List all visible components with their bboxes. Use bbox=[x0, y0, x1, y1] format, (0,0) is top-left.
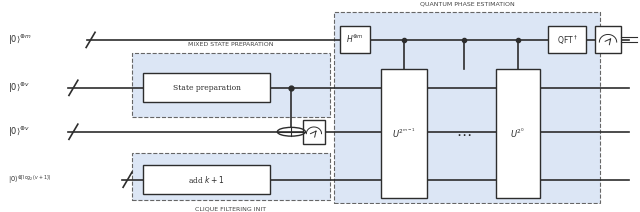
FancyBboxPatch shape bbox=[143, 165, 270, 194]
Text: $|0\rangle^{\otimes v}$: $|0\rangle^{\otimes v}$ bbox=[8, 81, 29, 95]
Text: add $k+1$: add $k+1$ bbox=[188, 174, 225, 185]
Text: QUANTUM PHASE ESTIMATION: QUANTUM PHASE ESTIMATION bbox=[420, 2, 515, 7]
Text: $H^{\otimes m}$: $H^{\otimes m}$ bbox=[346, 34, 364, 46]
Text: $|0\rangle^{\otimes \lceil\log_2(v+1)\rceil}$: $|0\rangle^{\otimes \lceil\log_2(v+1)\rc… bbox=[8, 173, 51, 186]
Text: $|0\rangle^{\otimes m}$: $|0\rangle^{\otimes m}$ bbox=[8, 33, 31, 47]
Text: $U^{2^0}$: $U^{2^0}$ bbox=[510, 127, 525, 140]
FancyBboxPatch shape bbox=[381, 70, 427, 198]
FancyBboxPatch shape bbox=[132, 153, 330, 200]
FancyBboxPatch shape bbox=[334, 12, 600, 203]
Text: MIXED STATE PREPARATION: MIXED STATE PREPARATION bbox=[188, 42, 273, 47]
FancyBboxPatch shape bbox=[132, 53, 330, 117]
FancyBboxPatch shape bbox=[143, 73, 270, 102]
FancyBboxPatch shape bbox=[496, 70, 540, 198]
FancyBboxPatch shape bbox=[303, 120, 325, 144]
FancyBboxPatch shape bbox=[595, 26, 621, 53]
Text: $U^{2^{m-1}}$: $U^{2^{m-1}}$ bbox=[392, 127, 416, 140]
Text: $\cdots$: $\cdots$ bbox=[456, 127, 472, 141]
Text: $|0\rangle^{\otimes v}$: $|0\rangle^{\otimes v}$ bbox=[8, 125, 29, 139]
FancyBboxPatch shape bbox=[548, 26, 586, 53]
Text: State preparation: State preparation bbox=[173, 84, 241, 92]
Text: CLIQUE FILTERING INIT: CLIQUE FILTERING INIT bbox=[195, 206, 266, 211]
FancyBboxPatch shape bbox=[340, 26, 370, 53]
Text: $\mathrm{QFT}^\dagger$: $\mathrm{QFT}^\dagger$ bbox=[557, 33, 578, 47]
